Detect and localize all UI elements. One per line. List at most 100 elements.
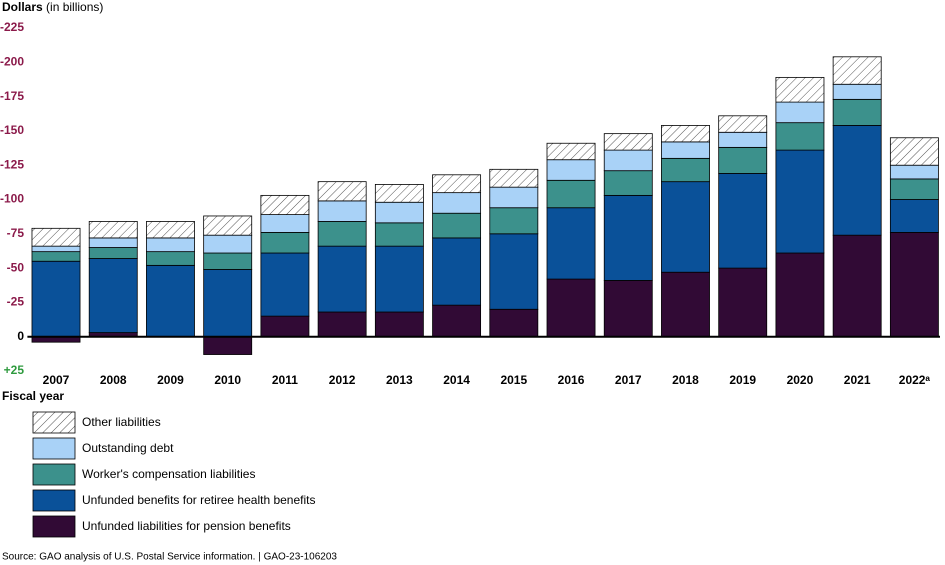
bar-segment	[546, 278, 596, 338]
bar-segment	[88, 247, 138, 259]
x-tick-label: 2007	[43, 373, 70, 387]
bar-segment	[31, 227, 81, 247]
bar-segment	[146, 264, 195, 338]
bar-segment	[775, 149, 825, 254]
bar-segment	[374, 201, 424, 224]
bar-segment	[889, 178, 939, 200]
legend-label: Unfunded liabilities for pension benefit…	[82, 519, 291, 533]
x-tick-label: 2017	[615, 373, 642, 387]
legend-label: Outstanding debt	[82, 441, 174, 455]
bar-segment	[374, 311, 424, 338]
source: Source: GAO analysis of U.S. Postal Serv…	[2, 552, 337, 563]
legend-swatch	[32, 411, 76, 434]
bar-segment	[88, 237, 138, 248]
bar-segment	[718, 173, 768, 269]
y-label: Dollars (in billions)	[2, 0, 103, 14]
bar-segment	[260, 214, 310, 233]
legend-swatch	[32, 463, 76, 486]
bar-segment	[317, 181, 367, 202]
legend-swatch	[32, 437, 76, 460]
y-tick-label: -100	[0, 192, 24, 206]
bar-segment	[603, 280, 653, 338]
bar-segment	[889, 164, 939, 180]
bar-segment	[317, 311, 367, 338]
bar-segment	[432, 192, 482, 214]
bar-segment	[260, 315, 310, 338]
bar-segment	[661, 181, 710, 273]
bar-segment	[661, 157, 710, 183]
bar-segment	[432, 174, 482, 194]
x-tick-label: 2015	[500, 373, 527, 387]
y-tick-label: +25	[4, 363, 25, 377]
y-tick-label: -25	[7, 295, 25, 309]
bar-segment	[432, 212, 482, 239]
bar-segment	[203, 269, 253, 338]
x-tick-label: 2011	[272, 373, 298, 387]
bar-segment	[317, 245, 367, 313]
x-tick-label: 2013	[386, 373, 413, 387]
legend-swatch	[32, 489, 76, 512]
legend-label: Worker's compensation liabilities	[82, 467, 255, 481]
y-tick-label: -50	[7, 260, 25, 274]
bar-segment	[661, 125, 710, 143]
bar-segment	[31, 245, 81, 253]
x-tick-label: 2018	[672, 373, 699, 387]
bar-segment	[374, 245, 424, 313]
x-tick-label: 2010	[214, 373, 241, 387]
bar-segment	[489, 186, 539, 209]
bar-segment	[832, 56, 882, 85]
bar-segment	[88, 258, 138, 333]
bar-segment	[317, 200, 367, 222]
bar-segment	[146, 237, 195, 253]
bar-segment	[603, 133, 653, 151]
bar-segment	[546, 159, 596, 181]
x-tick-label: 2009	[157, 373, 184, 387]
bar-segment	[260, 232, 310, 254]
bar-segment	[88, 221, 138, 239]
bar-segment	[775, 252, 825, 338]
bar-segment	[603, 194, 653, 281]
bar-segment	[832, 125, 882, 236]
y-tick-label: -175	[0, 89, 24, 103]
x-tick-label: 2012	[329, 373, 356, 387]
bar-segment	[489, 233, 539, 310]
x-label: Fiscal year	[2, 389, 64, 403]
bar-segment	[832, 234, 882, 338]
bar-segment	[203, 234, 253, 254]
legend-label: Unfunded benefits for retiree health ben…	[82, 493, 315, 507]
y-tick-label: -150	[0, 123, 24, 137]
y-tick-label: -125	[0, 157, 24, 171]
bar-segment	[546, 207, 596, 280]
x-tick-label: 2019	[729, 373, 756, 387]
x-tick-label: 2014	[443, 373, 470, 387]
bar-segment	[489, 168, 539, 188]
bar-segment	[661, 141, 710, 159]
bar-segment	[603, 170, 653, 196]
bar-segment	[31, 251, 81, 262]
bar-segment	[260, 252, 310, 317]
x-tick-label: 2016	[558, 373, 585, 387]
y-tick-label: -75	[7, 226, 25, 240]
x-tick-label: 2021	[844, 373, 871, 387]
bar-segment	[374, 222, 424, 247]
bar-segment	[775, 101, 825, 124]
bar-segment	[546, 179, 596, 209]
y-tick-label: 0	[17, 329, 24, 343]
legend-swatch	[32, 515, 76, 538]
y-tick-label: -200	[0, 54, 24, 68]
bar-segment	[317, 221, 367, 247]
bar-segment	[203, 252, 253, 270]
bar-segment	[889, 137, 939, 166]
bar-segment	[146, 221, 195, 239]
bar-segment	[432, 237, 482, 306]
bar-segment	[718, 267, 768, 338]
bar-segment	[832, 98, 882, 126]
legend-label: Other liabilities	[82, 415, 161, 429]
bar-segment	[718, 146, 768, 174]
bar-segment	[889, 232, 939, 338]
bar-segment	[775, 122, 825, 151]
bar-segment	[260, 194, 310, 215]
bar-segment	[432, 304, 482, 338]
bar-segment	[546, 142, 596, 161]
